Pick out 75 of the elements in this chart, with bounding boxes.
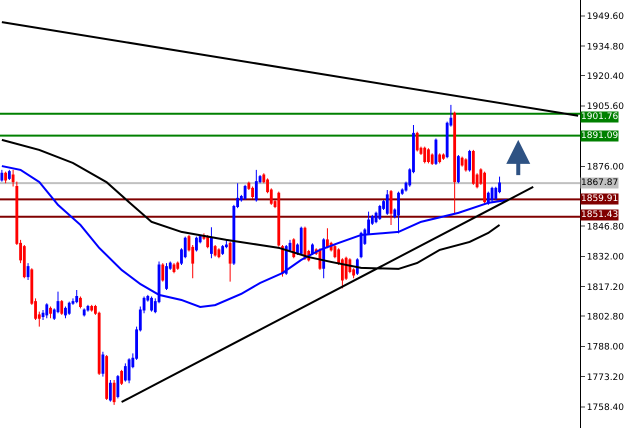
y-tick-label: 1832.00 <box>586 252 624 263</box>
candlestick <box>176 261 180 270</box>
y-tick-label: 1817.20 <box>586 282 624 293</box>
candlestick <box>460 156 464 168</box>
candlestick <box>195 236 198 252</box>
candlestick <box>423 146 426 164</box>
candlestick <box>165 262 168 290</box>
y-tick-label: 1905.60 <box>586 102 624 112</box>
ref-line-label: 1851.43 <box>581 210 618 220</box>
ref-line-label: 1859.91 <box>581 194 618 204</box>
y-tick-label: 1920.40 <box>586 72 624 82</box>
candlestick <box>244 184 247 200</box>
candlestick <box>60 299 64 316</box>
candlestick <box>360 231 363 259</box>
candlestick <box>304 226 306 260</box>
candlestick <box>311 242 314 256</box>
candlestick <box>82 308 86 318</box>
candlestick <box>456 154 460 184</box>
candlestick <box>79 296 82 309</box>
candlestick <box>172 262 176 274</box>
candlestick <box>86 304 90 312</box>
candlestick <box>120 369 124 386</box>
candlestick <box>4 171 8 184</box>
ref-line-label: 1891.09 <box>581 131 618 141</box>
candlestick <box>472 149 475 186</box>
y-tick-label: 1802.80 <box>586 312 624 322</box>
candlestick <box>124 362 127 382</box>
candlestick <box>464 158 468 172</box>
y-tick-label: 1934.80 <box>586 42 624 52</box>
candlestick <box>8 169 11 180</box>
candlestick <box>90 304 94 312</box>
candlestick <box>490 186 494 202</box>
candlestick <box>0 169 4 182</box>
candlestick <box>101 351 104 378</box>
candlestick <box>217 248 220 259</box>
y-tick-label: 1773.20 <box>586 372 624 383</box>
candlestick <box>49 306 52 319</box>
candlestick <box>75 289 78 304</box>
candlestick <box>45 302 48 319</box>
line-series <box>0 165 508 308</box>
candlestick <box>378 204 382 221</box>
candlestick <box>68 301 71 316</box>
ref-line-label: 1901.76 <box>581 112 618 122</box>
y-tick-label: 1876.00 <box>586 162 624 173</box>
candlestick <box>254 169 258 202</box>
candlestick <box>430 152 434 166</box>
candlestick <box>105 354 108 400</box>
y-tick-label: 1788.00 <box>586 342 624 353</box>
candlestick <box>221 244 224 256</box>
candlestick <box>108 379 112 402</box>
ref-line-label: 1867.87 <box>581 178 618 188</box>
candlestick <box>434 138 438 166</box>
candlestick <box>150 296 153 312</box>
y-tick-label: 1846.80 <box>586 222 624 232</box>
candlestick <box>228 241 232 282</box>
candlestick <box>12 169 15 187</box>
y-tick-label: 1949.60 <box>586 12 624 22</box>
candlestick <box>427 148 430 164</box>
candlestick <box>397 191 400 234</box>
candlestick <box>214 244 217 258</box>
candlestick <box>161 262 164 282</box>
candlestick <box>210 226 213 259</box>
candlestick <box>416 131 419 152</box>
candlestick <box>453 111 456 214</box>
y-tick-label: 1758.40 <box>586 403 624 414</box>
candlestick <box>442 152 445 160</box>
candlestick <box>26 262 30 280</box>
candlestick <box>386 189 389 216</box>
candlestick <box>483 171 486 204</box>
candlestick <box>438 152 442 164</box>
candlestick <box>390 189 392 226</box>
candlestick <box>128 358 131 384</box>
candlestick <box>468 149 472 172</box>
candlestick <box>116 374 120 399</box>
candlestick <box>112 379 116 406</box>
